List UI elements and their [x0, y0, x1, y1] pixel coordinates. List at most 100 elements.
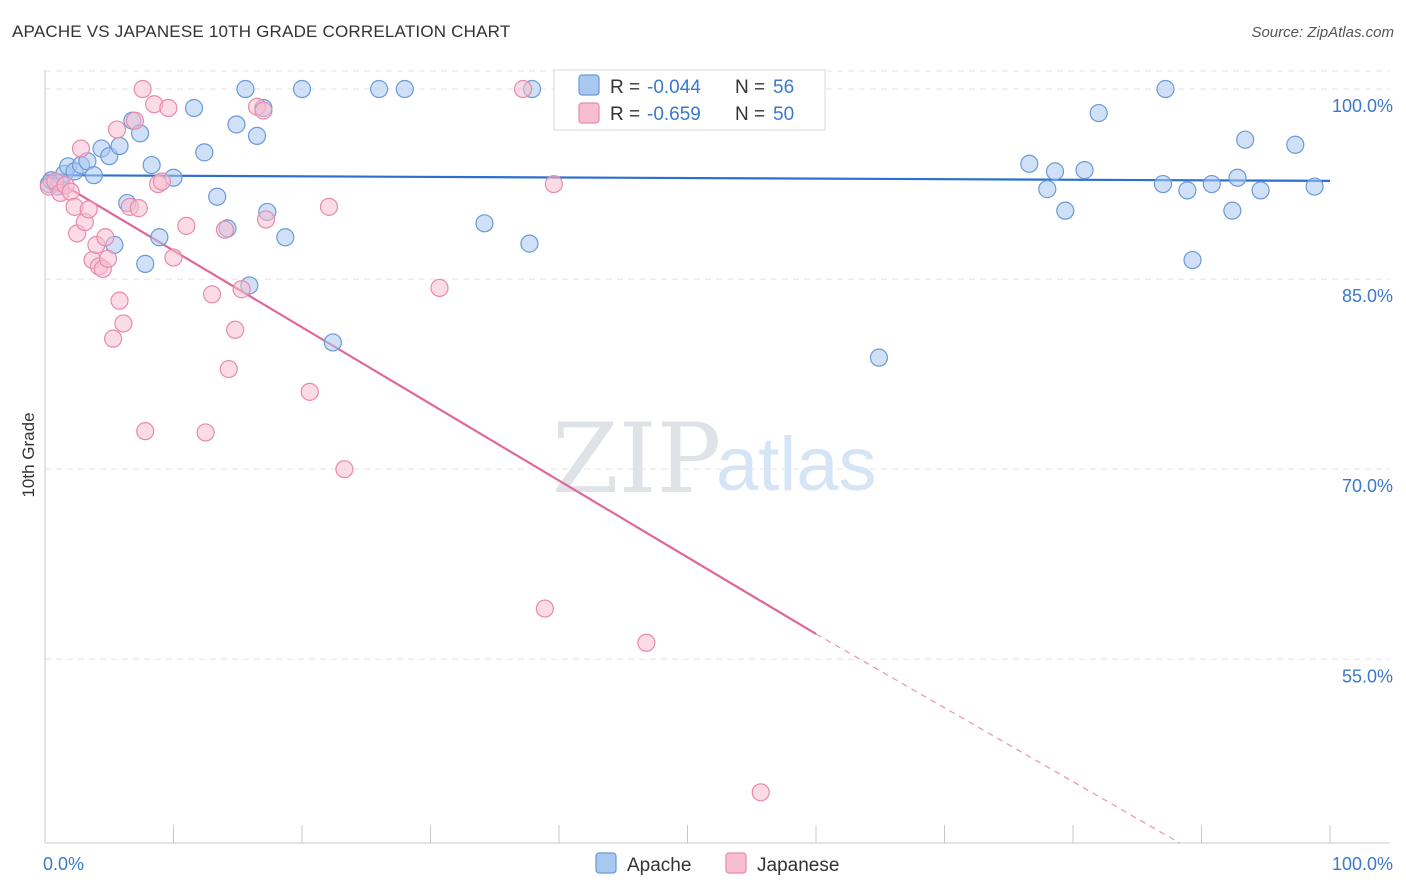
axes: [44, 70, 1390, 844]
legend-n-value-apache: 56: [773, 77, 794, 98]
japanese-point: [98, 249, 118, 268]
apache-point: [1286, 135, 1305, 154]
japanese-point: [319, 197, 339, 216]
apache-point: [1223, 201, 1242, 220]
apache-point: [150, 228, 169, 247]
source-credit: Source: ZipAtlas.com: [1251, 24, 1394, 41]
apache-point: [1202, 174, 1221, 194]
apache-trend-line: [44, 174, 1331, 182]
apache-point: [1153, 174, 1173, 194]
japanese-point: [79, 200, 98, 219]
apache-point: [1075, 161, 1094, 180]
legend-n-value-japanese: 50: [773, 104, 794, 125]
stats-legend: R = -0.044 N = 56 R = -0.659 N = 50: [553, 69, 826, 131]
japanese-point: [177, 216, 196, 235]
japanese-point: [129, 199, 148, 218]
series-legend-label-apache: Apache: [627, 855, 691, 876]
legend-swatch-apache: [578, 74, 600, 96]
japanese-point: [256, 210, 276, 229]
apache-point: [869, 348, 889, 367]
japanese-point: [71, 139, 91, 158]
japanese-point: [513, 79, 533, 99]
japanese-point: [202, 285, 222, 304]
y-tick-label: 55.0%: [1342, 666, 1393, 686]
japanese-point: [226, 320, 245, 339]
y-tick-label: 100.0%: [1332, 96, 1393, 116]
apache-point: [1183, 250, 1202, 270]
y-tick-label: 70.0%: [1342, 476, 1393, 496]
apache-point: [1236, 130, 1255, 149]
x-tick-label-min: 0.0%: [43, 854, 84, 874]
japanese-trend-extension: [815, 633, 1180, 844]
japanese-point: [196, 423, 215, 442]
apache-point: [276, 228, 295, 247]
legend-swatch-japanese: [578, 102, 600, 124]
apache-point: [475, 214, 494, 233]
japanese-point: [104, 329, 123, 348]
japanese-point: [300, 382, 319, 401]
apache-point: [520, 234, 539, 253]
apache-point: [195, 143, 214, 162]
japanese-point: [107, 120, 127, 139]
apache-point: [1089, 103, 1108, 123]
watermark-atlas: atlas: [716, 422, 877, 507]
legend-r-value-apache: -0.044: [647, 77, 701, 98]
japanese-point: [535, 599, 554, 618]
japanese-point: [159, 98, 178, 118]
apache-point: [227, 115, 246, 134]
japanese-point: [152, 172, 172, 191]
apache-point: [208, 187, 227, 206]
series-legend: Apache Japanese: [595, 852, 839, 876]
legend-r-label-japanese: R =: [610, 104, 640, 125]
apache-point: [1178, 181, 1197, 200]
japanese-point: [637, 633, 656, 652]
x-tick-labels: 0.0% 100.0%: [43, 854, 1393, 874]
apache-point: [236, 79, 255, 99]
legend-n-label-japanese: N =: [735, 104, 765, 125]
series-legend-swatch-apache: [595, 852, 617, 874]
apache-point: [1305, 177, 1324, 196]
grid: [45, 70, 1390, 660]
japanese-point: [114, 314, 133, 333]
japanese-point: [335, 460, 354, 479]
apache-point: [1045, 162, 1065, 181]
legend-r-value-japanese: -0.659: [647, 104, 701, 125]
japanese-point: [136, 422, 155, 441]
apache-point: [136, 254, 155, 273]
japanese-point: [751, 783, 770, 802]
apache-point: [1251, 181, 1270, 200]
japanese-point: [164, 248, 183, 267]
japanese-point: [254, 101, 273, 120]
chart-title: APACHE VS JAPANESE 10TH GRADE CORRELATIO…: [12, 22, 511, 41]
apache-point: [110, 136, 129, 156]
japanese-point: [215, 220, 234, 239]
apache-point: [84, 166, 103, 185]
apache-point: [292, 79, 312, 99]
apache-point: [1020, 154, 1039, 173]
apache-point: [1056, 201, 1075, 220]
apache-point: [370, 79, 389, 99]
legend-n-label-apache: N =: [735, 77, 765, 98]
japanese-point: [232, 280, 251, 299]
apache-point: [247, 126, 267, 145]
apache-point: [1038, 180, 1057, 199]
y-tick-labels: 55.0% 70.0% 85.0% 100.0%: [1332, 96, 1393, 686]
series-legend-swatch-japanese: [725, 852, 747, 874]
apache-point: [395, 79, 414, 99]
apache-point: [323, 333, 342, 352]
japanese-point: [125, 111, 145, 130]
japanese-point: [110, 291, 129, 310]
apache-point: [142, 155, 161, 175]
apache-point: [1156, 79, 1175, 99]
japanese-point: [96, 228, 115, 247]
watermark-zip: ZIP: [552, 403, 721, 515]
japanese-point: [430, 278, 449, 298]
japanese-point: [61, 182, 80, 201]
data-points: [39, 79, 1324, 802]
japanese-point: [219, 359, 238, 379]
japanese-point: [133, 79, 152, 99]
watermark: ZIP atlas: [552, 403, 877, 515]
apache-point: [184, 98, 204, 118]
y-axis-label: 10th Grade: [19, 412, 38, 497]
apache-point: [1228, 168, 1247, 187]
